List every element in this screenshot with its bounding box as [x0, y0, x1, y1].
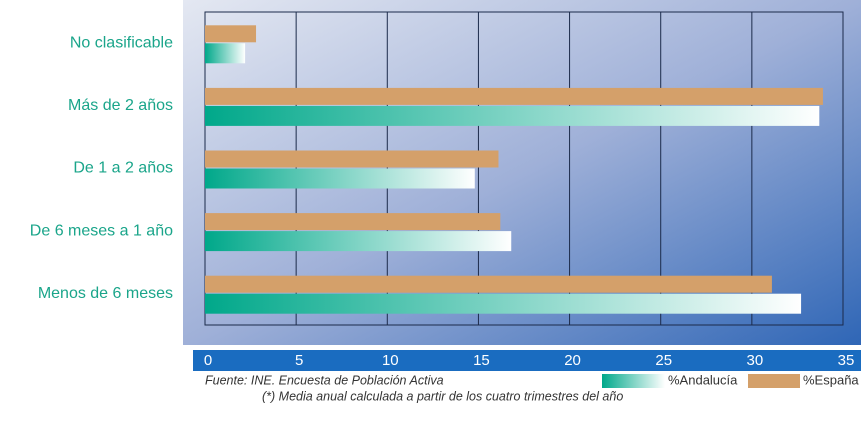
x-tick-label: 20 — [564, 352, 581, 369]
source: Fuente: INE. Encuesta de Población Activ… — [205, 373, 444, 387]
legend-label: %España — [803, 372, 859, 387]
bar — [205, 168, 475, 189]
y-tick-label: No clasificable — [70, 35, 173, 52]
bar — [205, 25, 257, 43]
x-tick-label: 0 — [204, 352, 212, 369]
bar — [205, 231, 512, 252]
x-tick-label: 35 — [838, 352, 855, 369]
x-tick-label: 5 — [295, 352, 303, 369]
x-tick-label: 15 — [473, 352, 490, 369]
y-tick-label: Más de 2 años — [68, 97, 173, 114]
y-tick-label: Menos de 6 meses — [38, 285, 173, 302]
note: (*) Media anual calculada a partir de lo… — [262, 389, 623, 403]
y-tick-label: De 1 a 2 años — [73, 160, 173, 177]
x-tick-label: 10 — [382, 352, 399, 369]
y-tick-label: De 6 meses a 1 año — [30, 222, 173, 239]
bar — [205, 293, 802, 314]
x-tick-label: 25 — [655, 352, 672, 369]
bar — [205, 213, 501, 231]
bar — [205, 87, 823, 105]
legend-swatch — [602, 374, 665, 388]
x-tick-label: 30 — [747, 352, 764, 369]
legend-swatch — [748, 374, 800, 388]
bar — [205, 150, 499, 168]
bar — [205, 43, 246, 64]
bar — [205, 105, 820, 126]
axis-band — [193, 350, 861, 371]
bar — [205, 275, 772, 293]
legend-label: %Andalucía — [668, 372, 738, 387]
